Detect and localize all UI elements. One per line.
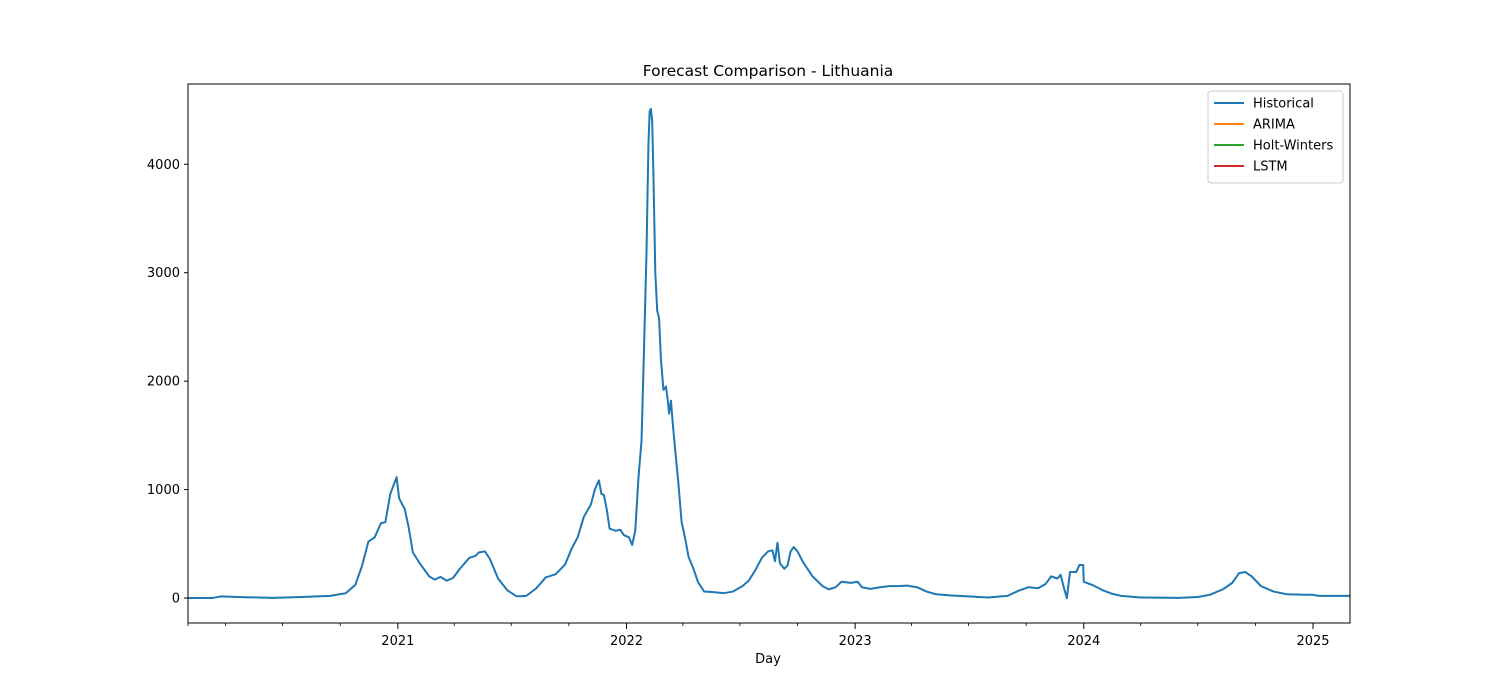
y-tick-label: 2000 — [147, 375, 180, 390]
y-tick-label: 4000 — [147, 158, 180, 173]
series-line-historical — [188, 107, 1350, 600]
legend-box — [1207, 90, 1344, 184]
x-tick-label: 2025 — [1296, 634, 1329, 649]
x-tick-label: 2024 — [1067, 634, 1100, 649]
legend-label-lstm: LSTM — [1253, 160, 1288, 175]
x-tick-label: 2021 — [381, 634, 414, 649]
plot-frame — [187, 83, 1351, 624]
x-tick-label: 2023 — [839, 634, 872, 649]
axes-layer — [187, 83, 1351, 624]
series-layer — [188, 107, 1350, 600]
legend-label-holt-winters: Holt-Winters — [1253, 139, 1333, 154]
x-tick-label: 2022 — [610, 634, 643, 649]
chart-title: Forecast Comparison - Lithuania — [643, 62, 894, 80]
y-tick-label: 3000 — [147, 266, 180, 281]
legend: Historical ARIMA Holt-Winters LSTM — [1207, 90, 1344, 184]
y-tick-label: 1000 — [147, 483, 180, 498]
y-tick-label: 0 — [172, 592, 180, 607]
legend-label-arima: ARIMA — [1253, 118, 1295, 133]
ticks-layer: 0 1000 2000 3000 4000 2021 2022 2023 2024 2025 — [147, 158, 1330, 649]
legend-label-historical: Historical — [1253, 97, 1314, 112]
x-axis-label: Day — [755, 652, 781, 667]
